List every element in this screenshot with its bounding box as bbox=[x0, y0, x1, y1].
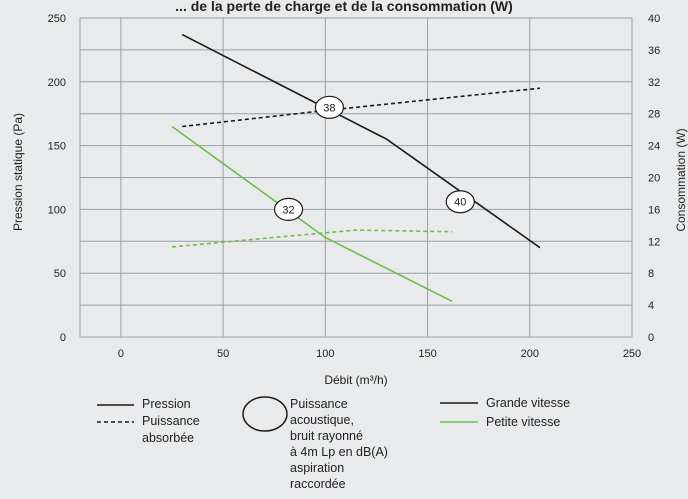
y-right-tick-label: 8 bbox=[648, 268, 654, 280]
legend-absorbee-label: absorbée bbox=[142, 431, 195, 445]
y-axis-left-label: Pression statique (Pa) bbox=[11, 113, 25, 231]
acoustic-marker bbox=[314, 95, 345, 119]
series-layer bbox=[171, 33, 541, 303]
acoustic-markers: 38 32 40 bbox=[273, 95, 475, 221]
y-left-tick-label: 50 bbox=[54, 268, 66, 280]
y-axis-right-label: Consommation (W) bbox=[674, 128, 688, 231]
y-right-tick-label: 24 bbox=[648, 141, 660, 153]
y-left-tick-label: 100 bbox=[48, 204, 66, 216]
series-line bbox=[171, 125, 453, 303]
y-right-tick-label: 28 bbox=[648, 109, 660, 121]
series-line bbox=[182, 87, 541, 128]
y-right-tick-label: 36 bbox=[648, 45, 660, 57]
acoustic-marker-label: 32 bbox=[282, 204, 294, 216]
axes: 0 50 100 150 200 250 0 4 8 12 16 20 24 28 32 36 40 0 50 100… bbox=[48, 13, 661, 360]
series-line bbox=[171, 229, 453, 248]
y-right-tick-label: 16 bbox=[648, 204, 660, 216]
chart-title: ... de la perte de charge et de la conso… bbox=[175, 0, 513, 14]
x-tick-label: 250 bbox=[623, 348, 641, 360]
legend-puissance-label: Puissance bbox=[142, 414, 200, 428]
x-axis-label: Débit (m³/h) bbox=[324, 373, 387, 387]
legend-acoustic-label: Puissance acoustique, bruit rayonné à 4m… bbox=[290, 397, 388, 491]
y-left-tick-label: 250 bbox=[48, 13, 66, 25]
y-right-tick-label: 32 bbox=[648, 77, 660, 89]
x-tick-label: 100 bbox=[316, 348, 334, 360]
x-tick-label: 50 bbox=[217, 348, 229, 360]
y-right-tick-label: 12 bbox=[648, 236, 660, 248]
y-left-tick-label: 150 bbox=[48, 141, 66, 153]
y-right-tick-label: 4 bbox=[648, 300, 654, 312]
legend-circle-swatch bbox=[242, 396, 288, 432]
legend-petite-label: Petite vitesse bbox=[486, 415, 561, 429]
y-left-tick-label: 0 bbox=[60, 332, 66, 344]
legend-grande-label: Grande vitesse bbox=[486, 396, 571, 410]
acoustic-marker-label: 38 bbox=[323, 102, 335, 114]
y-right-tick-label: 40 bbox=[648, 13, 660, 25]
grid bbox=[79, 17, 633, 338]
acoustic-marker bbox=[445, 190, 475, 214]
y-right-tick-label: 20 bbox=[648, 173, 660, 185]
legend-pression-label: Pression bbox=[142, 397, 191, 411]
x-tick-label: 150 bbox=[418, 348, 436, 360]
acoustic-marker bbox=[273, 197, 304, 221]
acoustic-marker-label: 40 bbox=[454, 197, 466, 209]
y-left-tick-label: 200 bbox=[48, 77, 66, 89]
x-tick-label: 200 bbox=[521, 348, 539, 360]
series-line bbox=[181, 33, 541, 249]
y-right-tick-label: 0 bbox=[648, 332, 654, 344]
x-tick-label: 0 bbox=[118, 348, 124, 360]
